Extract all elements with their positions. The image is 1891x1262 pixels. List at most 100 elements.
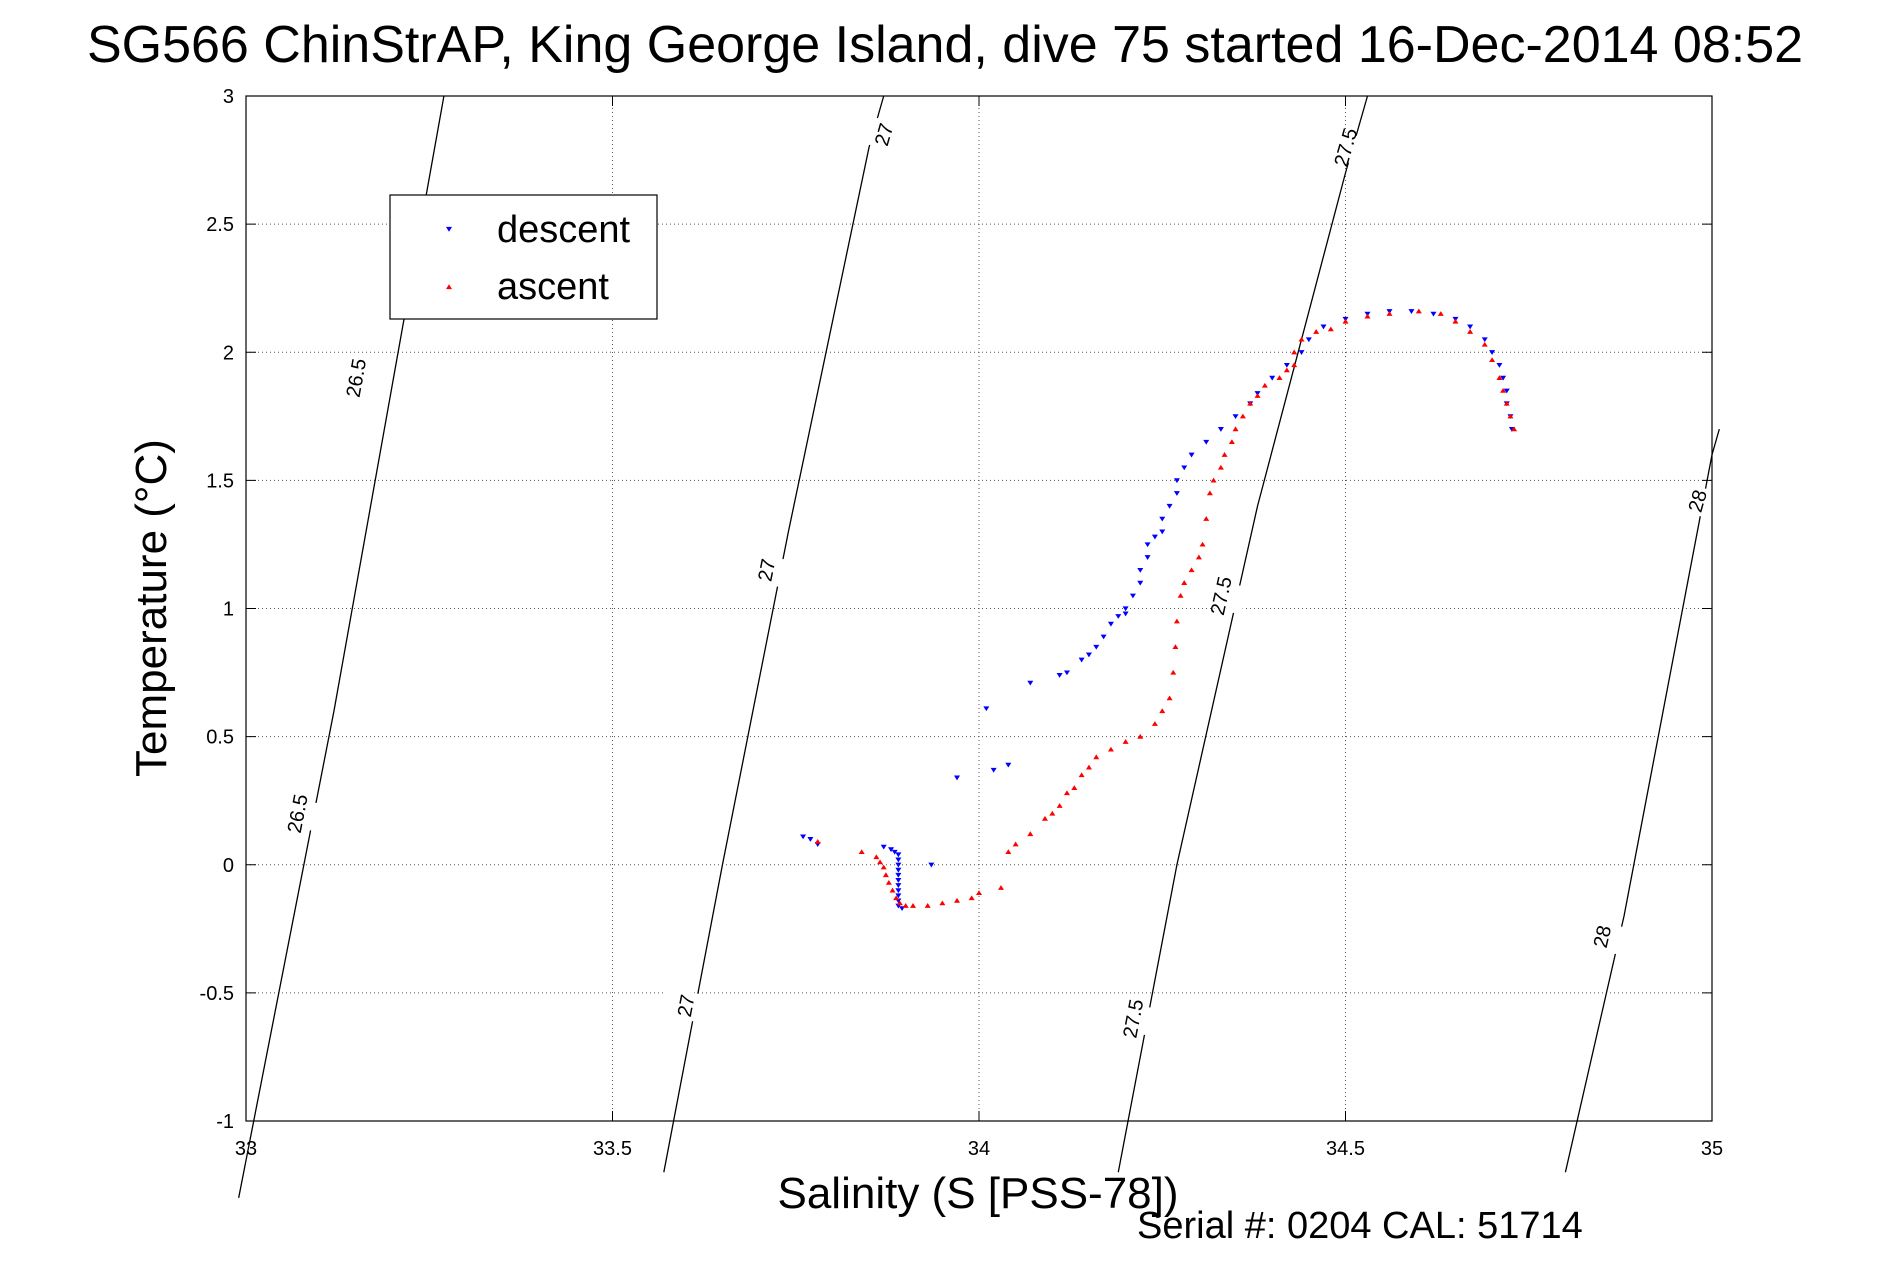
descent-point [1027, 680, 1034, 686]
legend-marker-descent [446, 226, 452, 232]
x-tick-label: 34 [968, 1138, 990, 1160]
ascent-point [939, 900, 946, 906]
ascent-point [1012, 841, 1019, 847]
legend-marker-ascent [446, 284, 452, 290]
descent-point [1122, 611, 1129, 617]
isopycnal-line [1564, 428, 1720, 1173]
ascent-point [880, 864, 887, 870]
descent-point [1144, 555, 1151, 560]
descent-point [895, 878, 902, 883]
y-tick-label: 1.5 [206, 470, 234, 492]
ascent-point [954, 897, 961, 903]
descent-point [1137, 567, 1144, 573]
descent-point [928, 862, 935, 868]
descent-point [895, 883, 902, 888]
descent-point [1503, 388, 1510, 394]
descent-point [1203, 439, 1210, 445]
descent-point [1481, 337, 1488, 343]
y-tick-label: 1 [223, 599, 234, 621]
ascent-point [1206, 490, 1213, 496]
descent-point [1173, 478, 1180, 484]
descent-point [1159, 516, 1166, 522]
ascent-point [1276, 375, 1283, 380]
descent-point [1093, 644, 1100, 650]
descent-point [1408, 309, 1415, 314]
descent-point [1056, 673, 1063, 678]
legend-label-ascent: ascent [497, 266, 609, 308]
ascent-point [1467, 329, 1474, 334]
ascent-point [877, 859, 884, 865]
ascent-point [1298, 336, 1305, 342]
x-axis-label: Salinity (S [PSS-78]) [777, 1169, 1178, 1218]
descent-point [895, 888, 902, 894]
descent-point [888, 847, 895, 853]
descent-point [895, 862, 902, 868]
descent-point [1283, 362, 1290, 368]
descent-point [1129, 593, 1136, 599]
descent-point [1144, 542, 1151, 548]
descent-point [895, 852, 902, 858]
isopycnal-label-bg [1194, 576, 1248, 615]
ascent-point [1122, 739, 1129, 744]
ascent-point [1063, 790, 1070, 796]
descent-point [1489, 350, 1496, 355]
ascent-point [885, 879, 892, 885]
ascent-point [1481, 341, 1488, 347]
x-tick-label: 34.5 [1326, 1138, 1365, 1160]
ascent-point [1210, 477, 1217, 483]
ascent-point [1228, 439, 1235, 445]
ascent-point [902, 903, 909, 908]
descent-point [880, 844, 887, 850]
ascent-point [1261, 382, 1268, 388]
ascent-point [1181, 580, 1188, 585]
y-tick-label: 2.5 [206, 214, 234, 236]
descent-point [895, 893, 902, 899]
ascent-point [1452, 318, 1459, 324]
ascent-point [1217, 464, 1224, 470]
descent-point [1269, 375, 1276, 381]
isopycnal-label-bg [659, 987, 712, 1024]
ascent-point [1327, 326, 1334, 332]
ascent-point [873, 854, 880, 860]
ascent-point [1177, 592, 1184, 598]
descent-point [891, 849, 898, 855]
ascent-point [1203, 516, 1210, 521]
ascent-point [1364, 313, 1371, 319]
ascent-point [1437, 311, 1444, 316]
ascent-point [882, 872, 889, 878]
isopycnal-label-bg [329, 359, 383, 396]
x-tick-label: 33 [235, 1138, 257, 1160]
serial-footer: Serial #: 0204 CAL: 51714 [1137, 1205, 1583, 1247]
ascent-point [889, 887, 896, 893]
isopycnal-label-bg [740, 551, 793, 589]
descent-point [1159, 529, 1166, 535]
descent-point [1500, 375, 1507, 381]
descent-point [1188, 452, 1195, 458]
descent-point [1063, 670, 1070, 676]
isopycnal-label-bg [1575, 917, 1629, 956]
ascent-point [968, 895, 975, 901]
y-tick-label: 0.5 [206, 727, 234, 749]
series-ascent [814, 308, 1518, 908]
ascent-point [1247, 400, 1254, 406]
descent-point [1217, 427, 1224, 432]
ascent-point [896, 900, 903, 906]
isopycnal-label: 27 [674, 993, 700, 1019]
ascent-point [924, 903, 931, 908]
ascent-point [976, 890, 982, 896]
ascent-point [910, 903, 917, 908]
descent-point [1085, 652, 1092, 658]
ascent-point [1489, 357, 1496, 363]
legend-label-descent: descent [497, 209, 631, 251]
ascent-point [1239, 413, 1246, 419]
y-tick-label: -0.5 [200, 983, 234, 1005]
ascent-point [1041, 815, 1048, 821]
descent-point [1107, 621, 1114, 627]
chart-title: SG566 ChinStrAP, King George Island, div… [87, 16, 1803, 74]
descent-point [1181, 465, 1188, 471]
ascent-point [1199, 541, 1206, 547]
isopycnal-label-bg [271, 795, 324, 832]
isopycnal-label: 28 [1590, 923, 1616, 950]
ascent-point [1291, 349, 1298, 355]
